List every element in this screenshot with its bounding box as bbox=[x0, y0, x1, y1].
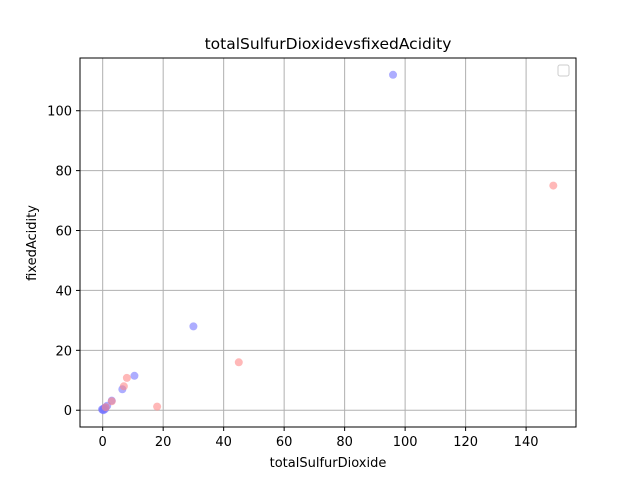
y-tick-label: 40 bbox=[55, 284, 72, 299]
x-tick-label: 0 bbox=[99, 435, 107, 450]
y-tick-label: 20 bbox=[55, 344, 72, 359]
y-tick-label: 60 bbox=[55, 225, 72, 240]
data-point bbox=[153, 402, 162, 411]
data-point bbox=[389, 70, 398, 79]
x-tick-label: 60 bbox=[276, 435, 293, 450]
data-point bbox=[119, 382, 128, 391]
y-tick-label: 80 bbox=[55, 165, 72, 180]
data-point bbox=[107, 397, 116, 406]
x-tick-label: 120 bbox=[453, 435, 478, 450]
data-points bbox=[98, 70, 558, 415]
x-tick-label: 40 bbox=[215, 435, 232, 450]
legend bbox=[557, 64, 570, 77]
y-tick-label: 100 bbox=[47, 105, 72, 120]
ticks: 0 20 40 60 80 100 120 140 0 20 40 60 80 100 bbox=[47, 105, 538, 450]
chart-title: totalSulfurDioxidevsfixedAcidity bbox=[205, 35, 452, 53]
x-tick-label: 20 bbox=[155, 435, 172, 450]
data-point bbox=[101, 403, 110, 412]
data-point bbox=[549, 181, 558, 190]
y-tick-label: 0 bbox=[64, 404, 72, 419]
data-point bbox=[234, 358, 243, 367]
data-point bbox=[122, 373, 131, 382]
plot-frame bbox=[79, 57, 577, 428]
x-tick-label: 80 bbox=[336, 435, 353, 450]
data-point bbox=[130, 371, 139, 380]
data-point bbox=[189, 322, 198, 331]
grid bbox=[80, 58, 576, 427]
x-axis-label: totalSulfurDioxide bbox=[270, 456, 387, 471]
x-tick-label: 140 bbox=[514, 435, 539, 450]
y-axis-label: fixedAcidity bbox=[25, 205, 40, 281]
x-tick-label: 100 bbox=[393, 435, 418, 450]
